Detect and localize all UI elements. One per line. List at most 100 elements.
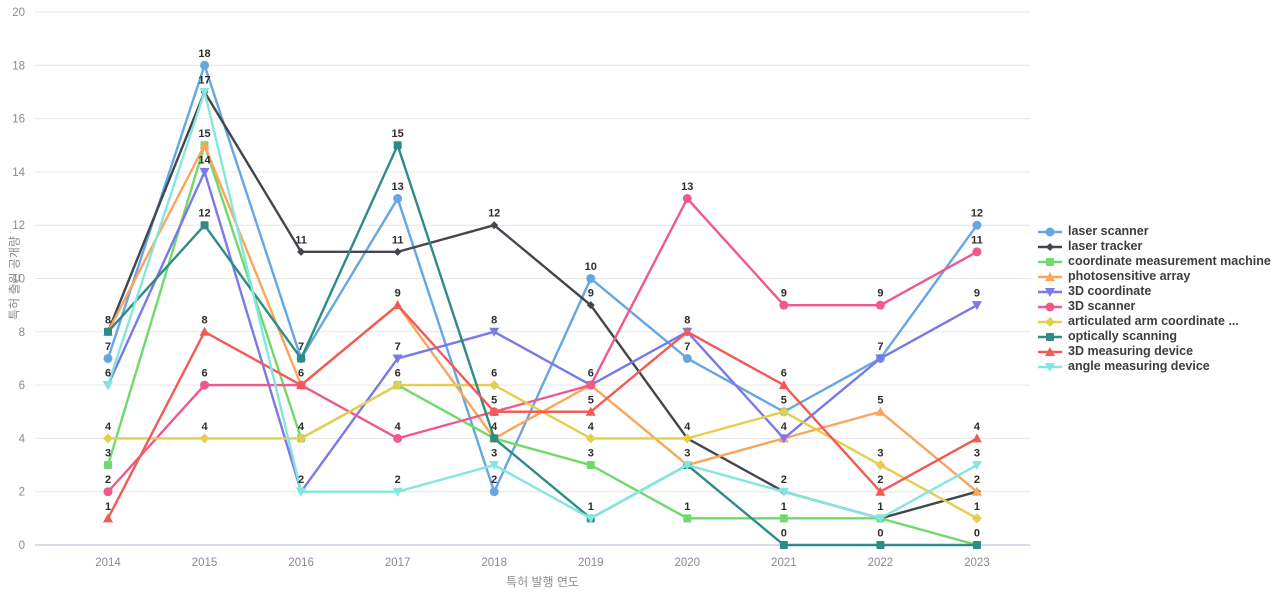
legend-item-laser-tracker[interactable]: laser tracker (1037, 239, 1271, 254)
y-tick-label: 4 (19, 433, 26, 445)
x-tick-label: 2018 (481, 557, 507, 569)
legend-label: photosensitive array (1068, 269, 1191, 283)
point-value-label: 4 (105, 421, 112, 433)
y-tick-label: 2 (19, 487, 25, 499)
legend-item-optically-scanning[interactable]: optically scanning (1037, 329, 1271, 344)
series-photosensitive-array (103, 140, 982, 496)
point-value-label: 6 (105, 368, 111, 380)
point-value-label: 1 (974, 501, 980, 513)
series-coordinate-measurement-machine (104, 141, 981, 549)
point-value-label: 11 (295, 234, 307, 246)
y-tick-label: 0 (19, 540, 25, 552)
point-value-label: 3 (684, 448, 690, 460)
point-value-label: 3 (877, 448, 883, 460)
point-value-label: 9 (395, 288, 401, 300)
point-value-label: 17 (198, 74, 210, 86)
point-value-label: 6 (201, 368, 207, 380)
legend-marker-icon (1038, 227, 1062, 236)
x-tick-label: 2022 (868, 557, 894, 569)
y-tick-label: 8 (19, 327, 25, 339)
y-tick-label: 10 (12, 274, 25, 286)
point-value-label: 6 (781, 368, 787, 380)
point-value-label: 10 (585, 261, 597, 273)
y-tick-label: 18 (12, 60, 25, 72)
point-value-label: 18 (198, 48, 210, 60)
point-value-label: 12 (198, 208, 210, 220)
point-value-label: 11 (392, 234, 404, 246)
legend-label: laser tracker (1068, 239, 1143, 253)
point-value-label: 3 (105, 448, 111, 460)
point-value-label: 7 (298, 341, 304, 353)
point-value-label: 4 (684, 421, 691, 433)
point-value-label: 1 (105, 501, 111, 513)
legend-marker-icon (1038, 316, 1062, 327)
point-value-label: 8 (201, 314, 207, 326)
point-value-label: 1 (684, 501, 690, 513)
point-value-label: 6 (298, 368, 304, 380)
legend-marker-icon (1038, 271, 1062, 281)
x-axis-title: 특허 발행 연도 (506, 575, 579, 589)
point-value-label: 3 (491, 448, 497, 460)
point-value-label: 7 (877, 341, 883, 353)
point-value-label: 8 (684, 314, 690, 326)
series-3d-measuring-device (103, 300, 982, 523)
legend-label: 3D coordinate (1068, 284, 1152, 298)
x-tick-label: 2017 (385, 557, 411, 569)
point-value-label: 11 (971, 234, 983, 246)
legend-item-articulated-arm-coordinate[interactable]: articulated arm coordinate ... (1037, 314, 1271, 329)
x-tick-label: 2014 (95, 557, 121, 569)
point-value-label: 2 (877, 474, 883, 486)
point-value-label: 6 (588, 368, 594, 380)
point-value-label: 2 (974, 474, 980, 486)
point-value-label: 1 (588, 501, 594, 513)
point-value-label: 9 (781, 288, 787, 300)
point-value-label: 4 (974, 421, 981, 433)
legend-item-3d-scanner[interactable]: 3D scanner (1037, 299, 1271, 314)
legend: laser scanner laser tracker coordinate mea… (1037, 224, 1271, 374)
point-value-label: 6 (395, 368, 401, 380)
point-value-label: 4 (781, 421, 788, 433)
legend-marker-icon (1038, 302, 1062, 311)
point-value-label: 0 (974, 528, 980, 540)
point-value-label: 1 (781, 501, 787, 513)
point-value-label: 4 (201, 421, 208, 433)
point-value-label: 0 (877, 528, 883, 540)
x-tick-label: 2023 (964, 557, 990, 569)
point-value-label: 4 (298, 421, 305, 433)
series-optically-scanning (104, 141, 981, 549)
legend-item-3d-coordinate[interactable]: 3D coordinate (1037, 284, 1271, 299)
legend-marker-icon (1038, 242, 1062, 251)
legend-marker-icon (1038, 332, 1062, 341)
point-value-label: 12 (971, 208, 983, 220)
legend-marker-icon (1038, 346, 1062, 356)
point-value-label: 5 (588, 394, 594, 406)
legend-label: articulated arm coordinate ... (1068, 314, 1239, 328)
legend-item-photosensitive-array[interactable]: photosensitive array (1037, 269, 1271, 284)
legend-item-3d-measuring-device[interactable]: 3D measuring device (1037, 344, 1271, 359)
x-tick-label: 2021 (771, 557, 797, 569)
point-value-label: 7 (395, 341, 401, 353)
point-value-label: 5 (781, 394, 787, 406)
legend-marker-icon (1038, 257, 1062, 266)
x-tick-label: 2019 (578, 557, 604, 569)
legend-item-coordinate-measurement-machine[interactable]: coordinate measurement machine (1037, 254, 1271, 269)
x-tick-label: 2016 (288, 557, 314, 569)
point-value-label: 3 (588, 448, 594, 460)
y-tick-label: 12 (12, 220, 25, 232)
point-value-label: 4 (588, 421, 595, 433)
point-value-label: 6 (491, 368, 497, 380)
legend-marker-icon (1038, 287, 1062, 297)
point-value-label: 2 (491, 474, 497, 486)
point-value-label: 9 (974, 288, 980, 300)
point-value-label: 9 (588, 288, 594, 300)
point-value-label: 4 (395, 421, 402, 433)
legend-item-laser-scanner[interactable]: laser scanner (1037, 224, 1271, 239)
point-value-label: 12 (488, 208, 500, 220)
legend-item-angle-measuring-device[interactable]: angle measuring device (1037, 359, 1271, 374)
y-axis-title: 특허 출원 공개량 (7, 236, 22, 320)
point-value-label: 15 (392, 128, 404, 140)
point-value-label: 2 (395, 474, 401, 486)
legend-label: laser scanner (1068, 224, 1149, 238)
